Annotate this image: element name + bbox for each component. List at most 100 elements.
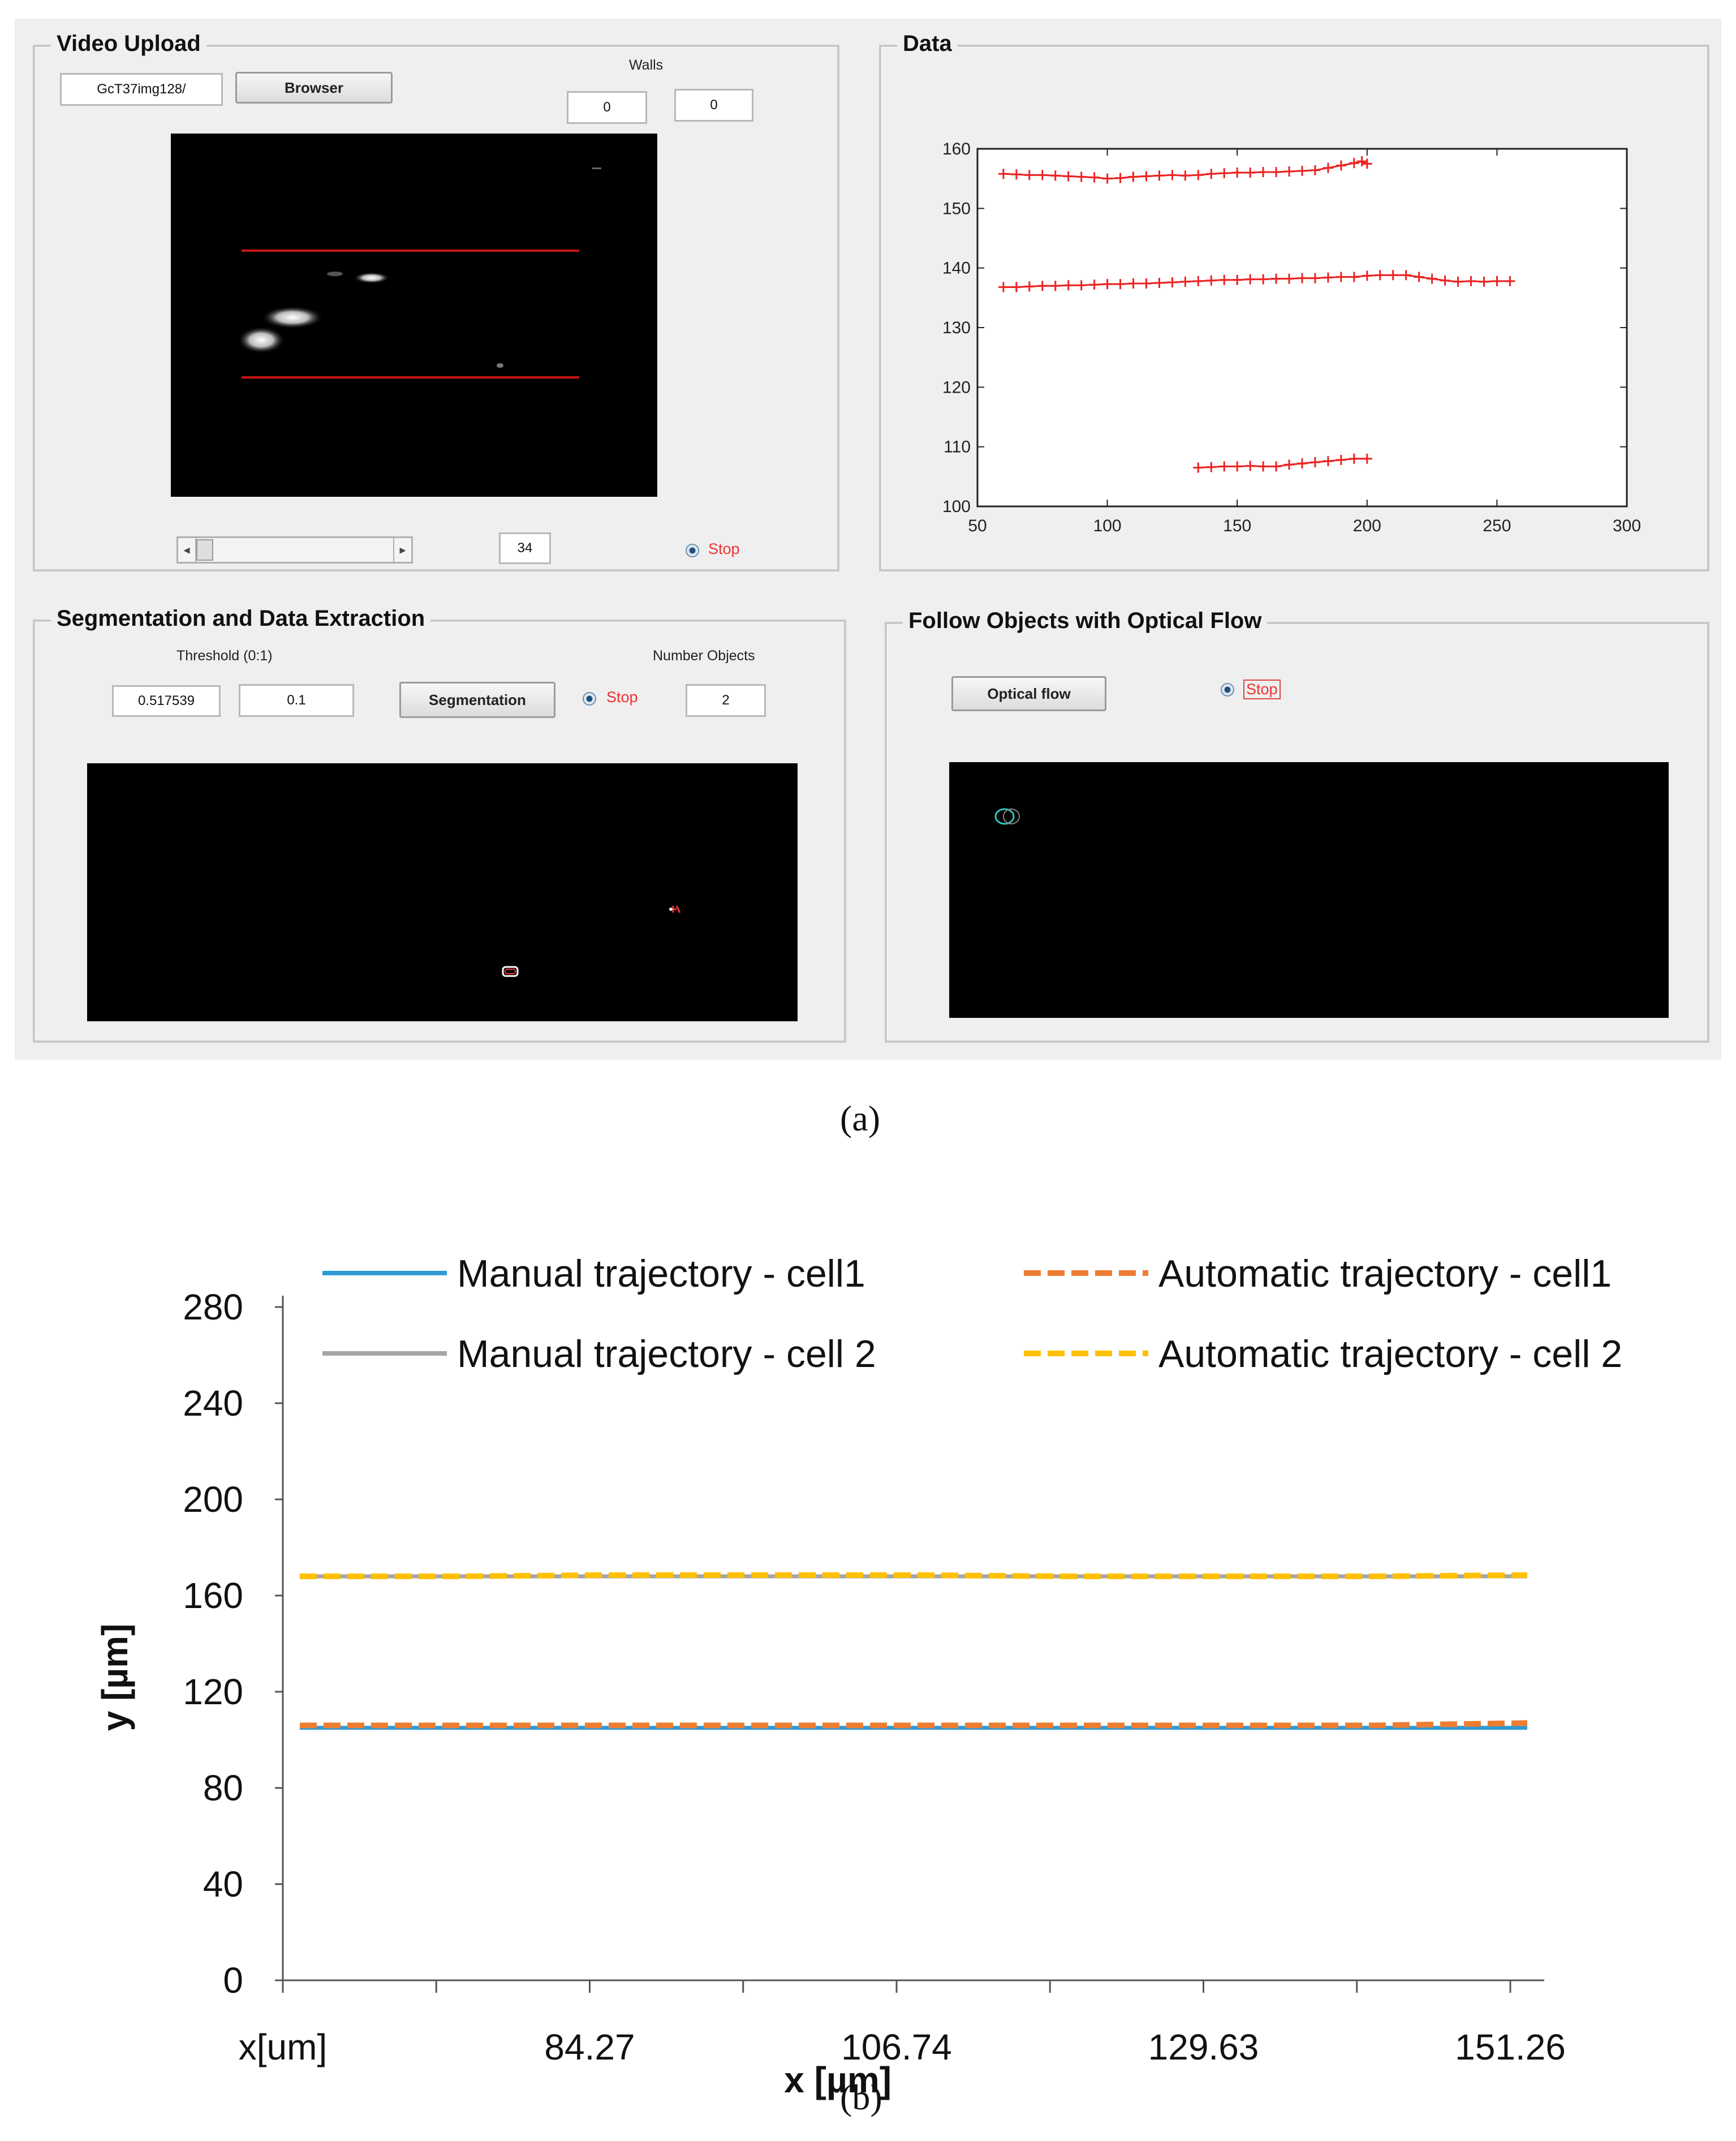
data-plot-point [1284, 273, 1295, 284]
data-plot-point [1258, 274, 1269, 285]
chart-x-title: x [µm] [784, 2060, 891, 2100]
data-plot-point [1154, 278, 1165, 288]
data-plot-point [1128, 171, 1139, 182]
data-plot-area [976, 148, 1628, 508]
data-plot-point [1349, 158, 1359, 169]
file-path-field[interactable]: GcT37img128/ [60, 73, 223, 106]
data-plot-point [998, 169, 1009, 179]
data-plot-point [1024, 281, 1035, 292]
segmentation-stop-radio[interactable] [583, 692, 596, 706]
slider-left-arrow-icon[interactable]: ◂ [178, 538, 196, 562]
data-plot-point [1232, 274, 1243, 285]
frame-number-field[interactable]: 34 [499, 532, 551, 564]
legend-label-3: Manual trajectory - cell 2 [457, 1332, 876, 1375]
chart-xtick-label: x[um] [239, 2027, 327, 2067]
slider-right-arrow-icon[interactable]: ▸ [393, 538, 411, 562]
threshold-value-field[interactable]: 0.517539 [112, 685, 221, 717]
segmentation-panel: Segmentation and Data Extraction Thresho… [33, 606, 846, 1043]
data-plot-point [1271, 167, 1282, 178]
frame-slider[interactable]: ◂ ▸ [176, 536, 413, 564]
data-plot-point [1167, 277, 1178, 287]
video-upload-title: Video Upload [51, 31, 206, 57]
data-plot-ytick-label: 120 [942, 378, 971, 397]
data-plot-point [1232, 167, 1243, 178]
wall1-field[interactable]: 0 [567, 91, 647, 124]
walls-label: Walls [629, 57, 664, 73]
data-plot-point [1154, 170, 1165, 181]
chart-ytick-label: 40 [203, 1864, 243, 1904]
tracked-cell-cyan [994, 808, 1015, 825]
tracked-cell-gray [1003, 809, 1020, 824]
optical-flow-stop-radio[interactable] [1221, 683, 1234, 697]
segmentation-stop-label: Stop [606, 689, 638, 706]
data-plot-point [1063, 280, 1074, 291]
gui-window: Video Upload GcT37img128/ Browser Walls … [15, 19, 1721, 1060]
cell-blob-4 [327, 272, 343, 276]
data-plot-point [1258, 461, 1269, 472]
data-plot-point [1492, 276, 1502, 286]
threshold-label: Threshold (0:1) [176, 648, 273, 664]
chart-series-line-4 [300, 1572, 1528, 1579]
wall2-field[interactable]: 0 [674, 89, 753, 122]
legend-label-1: Manual trajectory - cell1 [457, 1252, 865, 1295]
data-plot-point [1167, 170, 1178, 180]
chart-ytick-label: 80 [203, 1768, 243, 1808]
threshold-step-field[interactable]: 0.1 [239, 684, 354, 717]
chart-xtick-label: 151.26 [1455, 2027, 1566, 2067]
data-plot-ytick-label: 130 [942, 319, 971, 337]
data-plot-point [1336, 454, 1346, 465]
segmentation-content [502, 905, 681, 977]
data-plot-point [1128, 278, 1139, 289]
data-plot-point [1206, 462, 1217, 472]
browse-button[interactable]: Browser [235, 72, 393, 104]
data-plot-point [1076, 171, 1087, 182]
data-plot-point [1362, 270, 1372, 281]
data-plot-point [1271, 461, 1282, 472]
optical-flow-button[interactable]: Optical flow [951, 676, 1106, 711]
chart-xtick-label: 84.27 [544, 2027, 635, 2067]
data-plot-point [1284, 166, 1295, 177]
number-objects-label: Number Objects [653, 648, 755, 664]
data-plot-xtick-label: 200 [1353, 517, 1381, 535]
data-plot-point [1245, 461, 1256, 471]
data-plot-point [1323, 455, 1333, 466]
slider-thumb[interactable] [196, 539, 213, 561]
data-plot-ytick-label: 150 [942, 199, 971, 218]
data-plot-xtick-label: 250 [1483, 517, 1511, 535]
data-plot-point [1427, 273, 1437, 284]
segmented-cell-1-outline [505, 969, 516, 974]
figure-a-caption: (a) [840, 1098, 881, 1138]
data-plot-point [1115, 279, 1126, 290]
data-plot-xtick-label: 50 [968, 517, 987, 535]
number-objects-field[interactable]: 2 [686, 684, 766, 717]
optical-flow-image [949, 762, 1669, 1018]
data-plot-point [1063, 171, 1074, 182]
data-plot-point [998, 282, 1009, 293]
video-frame-content [238, 167, 601, 379]
data-plot-point [1309, 165, 1320, 175]
chart-ytick-label: 0 [223, 1960, 243, 2001]
data-plot-point [1309, 457, 1320, 468]
data-plot-point [1232, 461, 1243, 472]
data-plot-point [1193, 170, 1204, 180]
data-plot-xtick-label: 150 [1223, 517, 1251, 535]
stop-radio[interactable] [686, 544, 699, 557]
data-plot-point [1479, 276, 1489, 287]
segmentation-button[interactable]: Segmentation [399, 682, 555, 718]
data-plot-point [1258, 167, 1269, 178]
data-plot-point [1050, 170, 1061, 181]
data-plot-point [1356, 156, 1367, 167]
data-plot-point [1102, 173, 1113, 184]
data-plot-point [1349, 453, 1359, 464]
data-plot-point [1375, 270, 1385, 281]
figure-b-caption: (b) [840, 2077, 882, 2117]
data-plot-point [1193, 462, 1204, 473]
data-plot-point [1336, 160, 1346, 171]
optical-flow-stop-label: Stop [1243, 680, 1281, 699]
data-plot-point [1037, 170, 1048, 180]
optical-flow-title: Follow Objects with Optical Flow [903, 608, 1268, 634]
data-plot-point [1245, 274, 1256, 285]
chart-ytick-label: 160 [183, 1575, 243, 1616]
data-plot-ytick-label: 100 [942, 497, 971, 516]
